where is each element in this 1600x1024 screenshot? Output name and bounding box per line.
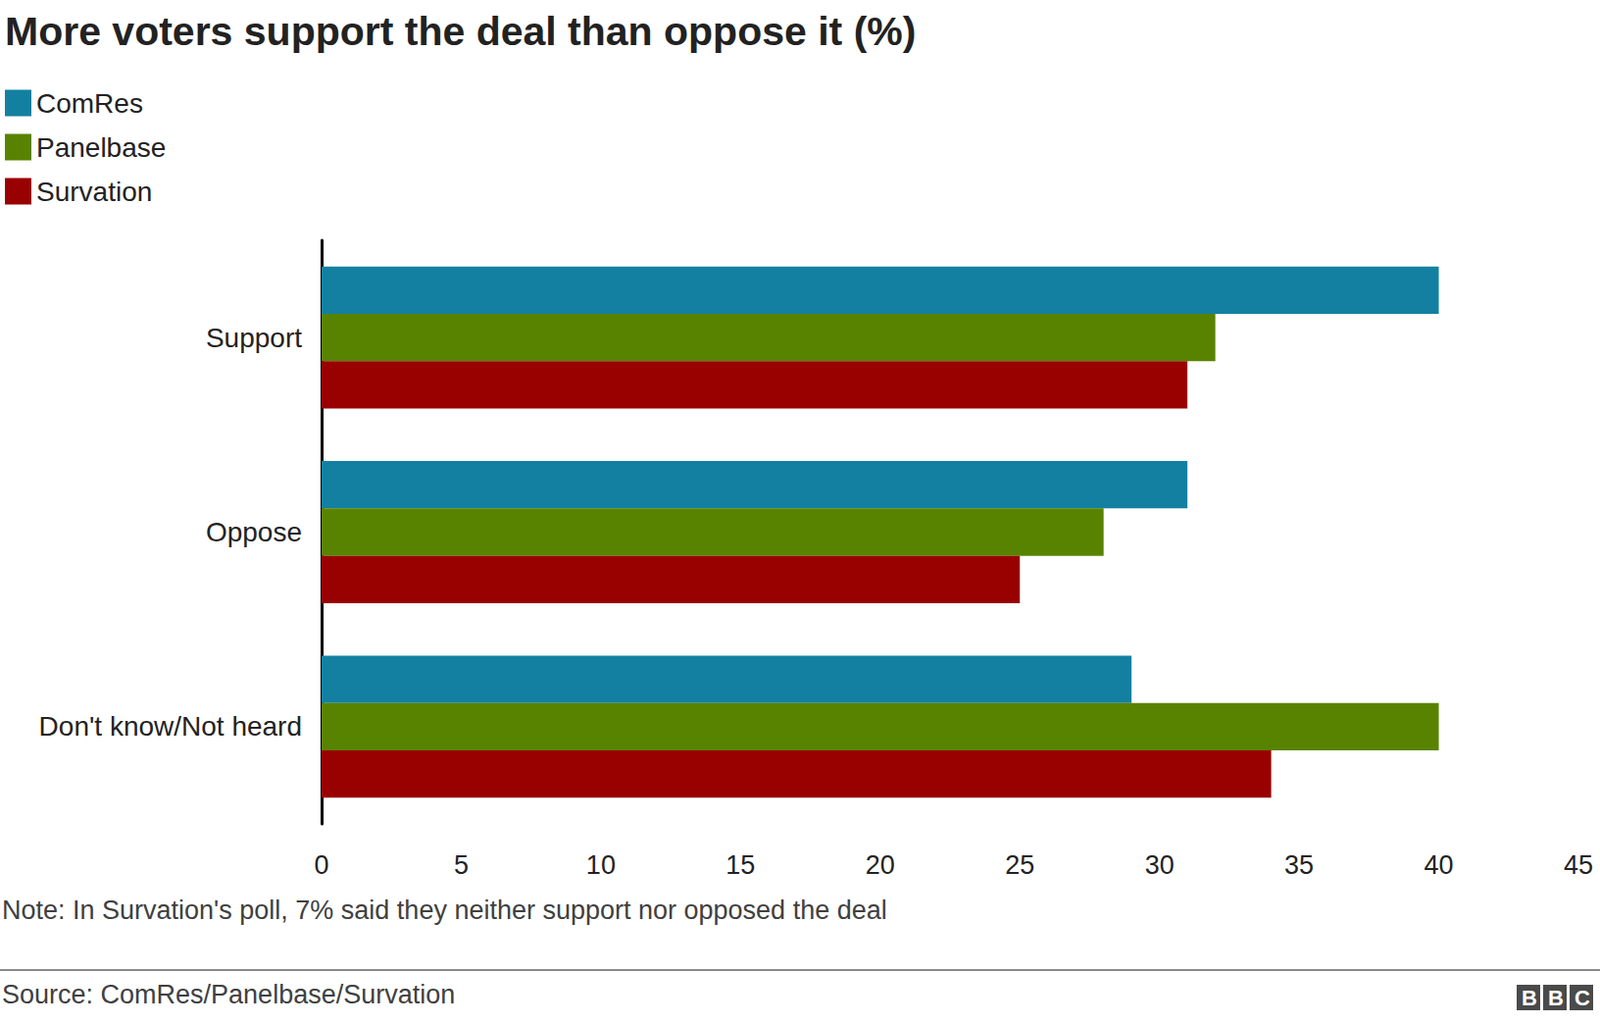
svg-text:10: 10 bbox=[586, 850, 616, 880]
svg-text:35: 35 bbox=[1284, 850, 1314, 880]
svg-text:B: B bbox=[1548, 985, 1564, 1010]
svg-text:More voters support the deal t: More voters support the deal than oppose… bbox=[4, 8, 916, 54]
svg-text:ComRes: ComRes bbox=[36, 88, 144, 119]
svg-text:20: 20 bbox=[865, 850, 896, 880]
svg-text:25: 25 bbox=[1004, 850, 1035, 880]
svg-text:Survation: Survation bbox=[36, 176, 152, 207]
svg-text:30: 30 bbox=[1145, 850, 1175, 880]
svg-text:C: C bbox=[1574, 985, 1591, 1010]
svg-text:Note: In Survation's poll, 7%: Note: In Survation's poll, 7% said they … bbox=[1, 895, 888, 925]
svg-text:Panelbase: Panelbase bbox=[36, 132, 166, 163]
svg-text:5: 5 bbox=[453, 850, 469, 880]
svg-text:Source: ComRes/Panelbase/Surva: Source: ComRes/Panelbase/Survation bbox=[1, 979, 455, 1009]
svg-text:0: 0 bbox=[313, 850, 329, 880]
svg-text:Don't know/Not heard: Don't know/Not heard bbox=[39, 710, 302, 742]
svg-text:40: 40 bbox=[1424, 850, 1454, 880]
svg-text:15: 15 bbox=[725, 850, 755, 880]
svg-text:Support: Support bbox=[205, 322, 302, 353]
svg-text:B: B bbox=[1521, 985, 1538, 1010]
svg-text:Oppose: Oppose bbox=[205, 516, 302, 548]
svg-text:45: 45 bbox=[1563, 850, 1594, 880]
